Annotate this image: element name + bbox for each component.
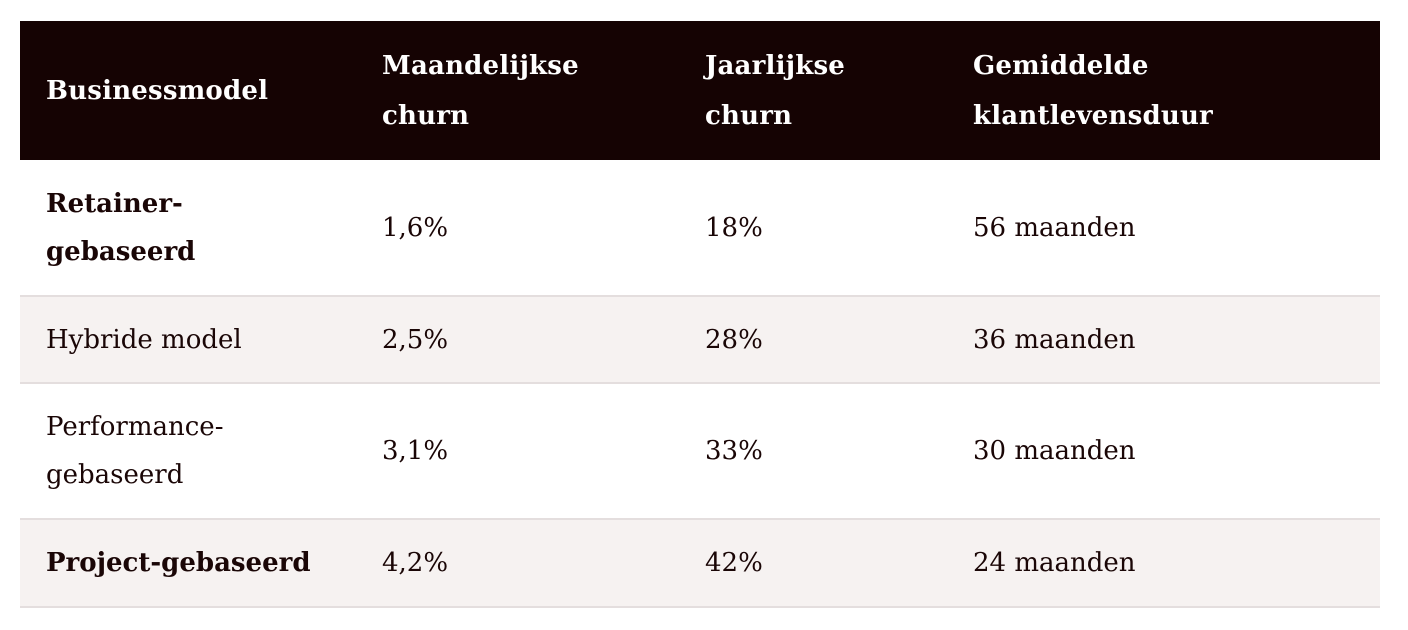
cell-yearly-churn: 18% [679, 160, 947, 297]
cell-monthly-churn: 4,2% [356, 519, 679, 608]
table-row: Performance-gebaseerd 3,1% 33% 30 maande… [20, 383, 1380, 520]
cell-lifetime: 36 maanden [947, 296, 1380, 384]
cell-lifetime: 30 maanden [947, 383, 1380, 520]
header-customer-lifetime: Gemiddelde klantlevensduur [973, 50, 1213, 131]
cell-model: Hybride model [20, 296, 356, 384]
cell-yearly-churn: 42% [679, 519, 947, 608]
table-body: Retainer-gebaseerd 1,6% 18% 56 maanden H… [20, 160, 1380, 608]
table-row: Project-gebaseerd 4,2% 42% 24 maanden [20, 519, 1380, 608]
cell-yearly-churn: 28% [679, 296, 947, 384]
header-yearly-churn: Jaarlijkse churn [705, 50, 846, 131]
cell-model: Retainer-gebaseerd [20, 160, 356, 297]
table-row: Retainer-gebaseerd 1,6% 18% 56 maanden [20, 160, 1380, 297]
table-header: Businessmodel Maandelijkse churn Jaarlij… [20, 21, 1380, 160]
cell-lifetime: 56 maanden [947, 160, 1380, 297]
cell-yearly-churn: 33% [679, 383, 947, 520]
cell-model: Performance-gebaseerd [20, 383, 356, 520]
cell-monthly-churn: 3,1% [356, 383, 679, 520]
cell-monthly-churn: 1,6% [356, 160, 679, 297]
cell-lifetime: 24 maanden [947, 519, 1380, 608]
header-businessmodel: Businessmodel [46, 75, 269, 106]
header-monthly-churn: Maandelijkse churn [382, 50, 579, 131]
churn-table-container: Businessmodel Maandelijkse churn Jaarlij… [20, 21, 1380, 608]
table-row: Hybride model 2,5% 28% 36 maanden [20, 296, 1380, 384]
cell-model: Project-gebaseerd [20, 519, 356, 608]
churn-table: Businessmodel Maandelijkse churn Jaarlij… [20, 21, 1380, 608]
header-row: Businessmodel Maandelijkse churn Jaarlij… [20, 21, 1380, 160]
cell-monthly-churn: 2,5% [356, 296, 679, 384]
